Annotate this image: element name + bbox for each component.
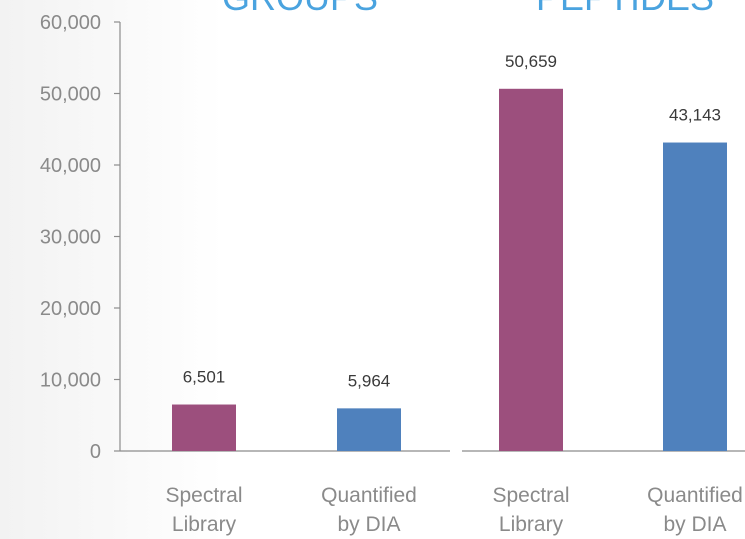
data-label: 50,659 — [505, 52, 557, 71]
bar-library — [172, 404, 236, 451]
y-tick-label: 30,000 — [40, 227, 101, 249]
panel-title-groups: GROUPS — [222, 0, 378, 18]
bar-dia — [663, 142, 727, 451]
panel-title-peptides: PEPTIDES — [536, 0, 714, 18]
y-tick-label: 50,000 — [40, 84, 101, 106]
x-category-label: Spectral — [492, 484, 569, 507]
x-category-label: Library — [172, 513, 237, 536]
y-tick-label: 0 — [90, 441, 101, 463]
bar-library — [499, 88, 563, 451]
x-category-label: Spectral — [165, 484, 242, 507]
x-category-label: by DIA — [663, 513, 726, 536]
y-tick-label: 20,000 — [40, 298, 101, 320]
bar-dia — [337, 408, 401, 451]
y-tick-label: 10,000 — [40, 370, 101, 392]
x-category-label: by DIA — [337, 513, 400, 536]
y-tick-label: 60,000 — [40, 12, 101, 34]
x-category-label: Quantified — [647, 484, 743, 507]
y-tick-label: 40,000 — [40, 155, 101, 177]
data-label: 5,964 — [348, 371, 391, 390]
data-label: 43,143 — [669, 106, 721, 125]
x-category-label: Library — [499, 513, 564, 536]
x-category-label: Quantified — [321, 484, 417, 507]
data-label: 6,501 — [183, 368, 226, 387]
